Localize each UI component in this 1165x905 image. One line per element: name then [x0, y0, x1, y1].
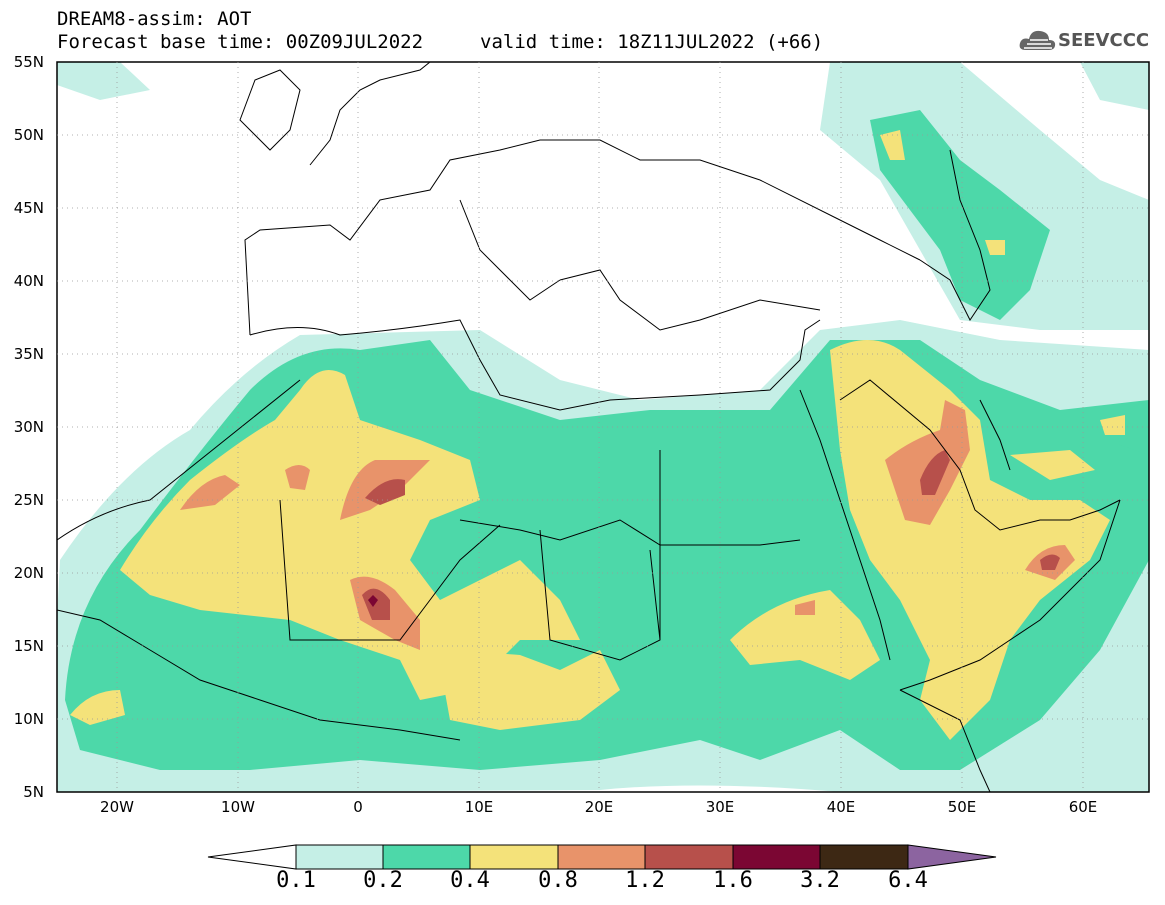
colorbar-high-arrow: [907, 844, 997, 870]
lat-tick-label: 45N: [14, 199, 44, 217]
lat-tick-label: 15N: [14, 637, 44, 655]
lat-axis: 55N 50N 45N 40N 35N 30N 25N 20N 15N 10N …: [14, 53, 44, 801]
lat-tick-label: 50N: [14, 126, 44, 144]
coastlines: [57, 62, 1121, 792]
colorbar-swatch: [644, 844, 734, 870]
logo-text: SEEVCCC: [1058, 30, 1150, 51]
colorbar-label: 0.2: [363, 868, 403, 893]
lon-tick-label: 20E: [585, 798, 614, 816]
lat-tick-label: 55N: [14, 53, 44, 71]
cloud-icon: [1019, 30, 1056, 50]
colorbar-label: 1.6: [713, 868, 753, 893]
lat-tick-label: 5N: [23, 783, 44, 801]
colorbar-swatch: [295, 844, 384, 870]
aot-field: [57, 62, 1149, 792]
lon-axis: 20W 10W 0 10E 20E 30E 40E 50E 60E: [100, 798, 1097, 816]
colorbar-label: 3.2: [800, 868, 840, 893]
colorbar-swatch: [732, 844, 821, 870]
lat-tick-label: 10N: [14, 710, 44, 728]
colorbar-label: 0.4: [450, 868, 490, 893]
lat-tick-label: 25N: [14, 491, 44, 509]
lat-tick-label: 20N: [14, 564, 44, 582]
lon-tick-label: 20W: [100, 798, 134, 816]
colorbar-label: 1.2: [625, 868, 665, 893]
lon-tick-label: 10E: [465, 798, 494, 816]
colorbar-label: 0.8: [538, 868, 578, 893]
colorbar-swatch: [469, 844, 559, 870]
colorbar-swatch: [557, 844, 646, 870]
color-bar: [207, 844, 997, 870]
seevccc-logo: SEEVCCC: [1018, 24, 1150, 58]
lon-tick-label: 60E: [1069, 798, 1098, 816]
valid-time: valid time: 18Z11JUL2022 (+66): [480, 31, 824, 53]
lat-tick-label: 30N: [14, 418, 44, 436]
forecast-base-time: Forecast base time: 00Z09JUL2022: [57, 31, 424, 53]
lat-tick-label: 35N: [14, 345, 44, 363]
lat-tick-label: 40N: [14, 272, 44, 290]
grid-lines: [57, 62, 1149, 792]
colorbar-low-arrow: [207, 844, 297, 870]
lon-tick-label: 30E: [706, 798, 735, 816]
lon-tick-label: 0: [353, 798, 363, 816]
colorbar-swatch: [382, 844, 471, 870]
lon-tick-label: 10W: [221, 798, 255, 816]
colorbar-label: 6.4: [888, 868, 928, 893]
colorbar-swatch: [819, 844, 909, 870]
lon-tick-label: 40E: [827, 798, 856, 816]
map-title: DREAM8-assim: AOT: [57, 8, 252, 30]
colorbar-label: 0.1: [276, 868, 316, 893]
lon-tick-label: 50E: [948, 798, 977, 816]
